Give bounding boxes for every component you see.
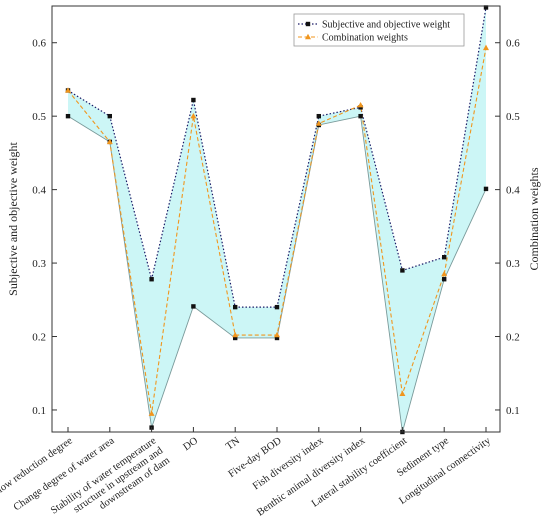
y-axis-left-title: Subjective and objective weight: [6, 142, 20, 296]
y-tick-label-right: 0.4: [506, 185, 520, 197]
y-tick-label-right: 0.6: [506, 38, 520, 50]
point-subjective-objective-upper: [149, 277, 153, 281]
point-subjective-objective-upper: [108, 114, 112, 118]
legend: Subjective and objective weight Combinat…: [294, 14, 464, 46]
legend-marker-subjective-objective: [306, 22, 310, 26]
x-category-label-line: Fish diversity index: [251, 435, 326, 492]
y-tick-label-left: 0.6: [32, 38, 46, 50]
point-combination: [358, 102, 364, 107]
band-area: [68, 7, 486, 432]
y-tick-label-right: 0.2: [506, 332, 520, 344]
point-subjective-objective-upper: [233, 305, 237, 309]
y-tick-label-left: 0.4: [32, 185, 46, 197]
point-subjective-objective-upper: [400, 268, 404, 272]
y-tick-label-left: 0.5: [32, 111, 46, 123]
point-subjective-objective-lower: [66, 114, 70, 118]
x-category-label-line: DO: [181, 435, 200, 453]
legend-label-combination: Combination weights: [322, 33, 408, 44]
point-subjective-objective-lower: [191, 304, 195, 308]
x-category-label-line: TN: [224, 435, 242, 452]
x-category-label: TN: [224, 435, 242, 452]
point-subjective-objective-upper: [442, 255, 446, 259]
legend-label-subjective-objective: Subjective and objective weight: [322, 20, 450, 31]
y-tick-label-right: 0.5: [506, 111, 520, 123]
legend-square-marker: [306, 22, 310, 26]
x-category-label: Fish diversity index: [251, 435, 326, 492]
y-tick-label-left: 0.3: [32, 258, 46, 270]
point-subjective-objective-upper: [191, 98, 195, 102]
point-subjective-objective-upper: [275, 305, 279, 309]
y-tick-label-right: 0.1: [506, 405, 520, 417]
axes: 0.1 0.1 0.2 0.2 0.3 0.3 0.4 0.4 0.5 0.5 0.6 0.6: [32, 38, 520, 432]
x-category-label: DO: [181, 435, 200, 453]
point-subjective-objective-upper: [317, 114, 321, 118]
y-tick-label-right: 0.3: [506, 258, 520, 270]
point-subjective-objective-lower: [442, 277, 446, 281]
y-axis-right-title: Combination weights: [527, 167, 541, 270]
y-tick-label-left: 0.2: [32, 332, 46, 344]
weight-band: [68, 7, 486, 432]
plot-frame: [52, 6, 500, 432]
point-subjective-objective-lower: [484, 187, 488, 191]
point-subjective-objective-lower: [358, 114, 362, 118]
y-tick-label-left: 0.1: [32, 405, 46, 417]
